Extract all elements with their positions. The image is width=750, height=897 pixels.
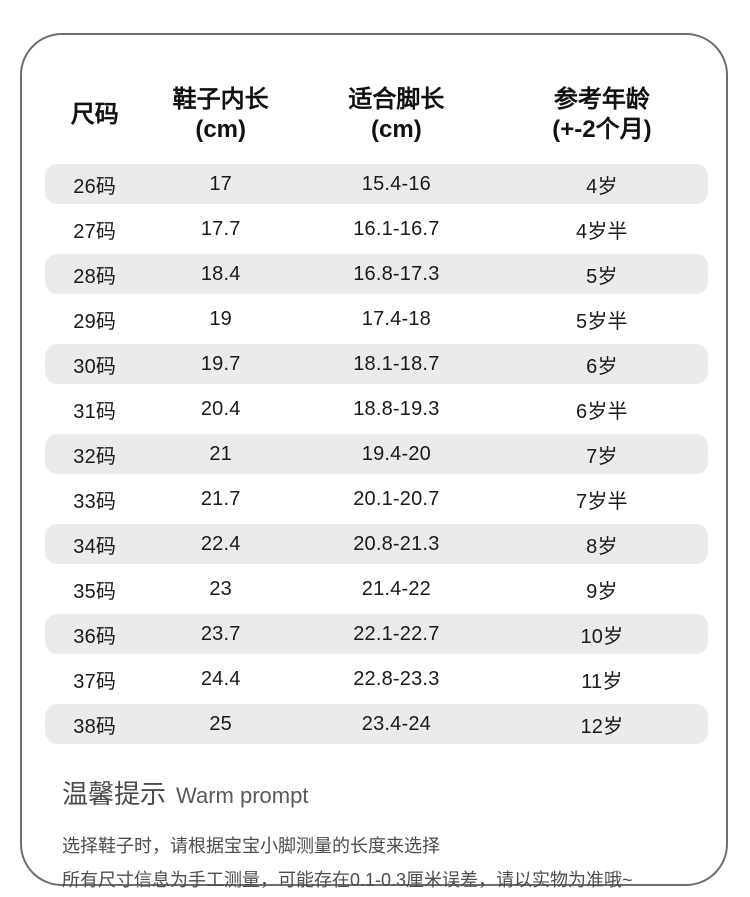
warm-prompt-title-zh: 温馨提示 xyxy=(62,779,167,809)
header-reference-age-column: 参考年龄 (+-2个月) xyxy=(496,85,708,145)
table-cell: 7岁半 xyxy=(576,490,628,513)
table-cell: 17.4-18 xyxy=(361,307,431,330)
table-cell: 33码 xyxy=(73,490,117,513)
table-row: 27码 17.7 16.1-16.7 4岁半 xyxy=(45,209,708,249)
table-cell: 6岁 xyxy=(586,355,618,378)
table-row: 28码 18.4 16.8-17.3 5岁 xyxy=(45,254,708,294)
table-cell: 9岁 xyxy=(586,580,618,603)
header-sublabel: (+-2个月) xyxy=(552,116,652,143)
table-row: 31码 20.4 18.8-19.3 6岁半 xyxy=(45,389,708,429)
warm-prompt-line-1: 选择鞋子时，请根据宝宝小脚测量的长度来选择 xyxy=(62,836,440,856)
table-cell: 22.4 xyxy=(200,532,241,555)
table-cell: 11岁 xyxy=(581,670,623,693)
table-cell: 10岁 xyxy=(580,625,624,648)
header-label: 鞋子内长 xyxy=(172,86,269,113)
table-cell: 32码 xyxy=(73,445,117,468)
table-cell: 15.4-16 xyxy=(361,172,431,195)
size-chart-card: 尺码 鞋子内长 (cm) 适合脚长 (cm) 参考年龄 (+-2个月) 26码 1… xyxy=(20,33,728,890)
table-cell: 30码 xyxy=(73,355,117,378)
table-cell: 26码 xyxy=(73,175,117,198)
table-cell: 5岁 xyxy=(586,265,618,288)
table-cell: 4岁半 xyxy=(576,220,628,243)
table-cell: 31码 xyxy=(73,400,117,423)
header-label: 参考年龄 xyxy=(553,86,650,113)
table-cell: 21.7 xyxy=(200,487,241,510)
table-cell: 35码 xyxy=(73,580,117,603)
table-row: 37码 24.4 22.8-23.3 11岁 xyxy=(45,659,708,699)
table-cell: 8岁 xyxy=(586,535,618,558)
table-row: 33码 21.7 20.1-20.7 7岁半 xyxy=(45,479,708,519)
table-cell: 38码 xyxy=(73,715,117,738)
table-cell: 34码 xyxy=(73,535,117,558)
table-row: 26码 17 15.4-16 4岁 xyxy=(45,164,708,204)
table-cell: 23.4-24 xyxy=(361,712,431,735)
table-cell: 21.4-22 xyxy=(361,577,431,600)
table-cell: 20.1-20.7 xyxy=(353,487,440,510)
table-row: 35码 23 21.4-22 9岁 xyxy=(45,569,708,609)
table-cell: 21 xyxy=(209,442,232,465)
table-cell: 27码 xyxy=(73,220,117,243)
table-cell: 29码 xyxy=(73,310,117,333)
table-cell: 18.1-18.7 xyxy=(353,352,440,375)
table-cell: 22.8-23.3 xyxy=(353,667,440,690)
table-cell: 20.8-21.3 xyxy=(353,532,440,555)
header-label: 适合脚长 xyxy=(348,86,445,113)
header-sublabel: (cm) xyxy=(195,116,247,143)
header-label: 尺码 xyxy=(70,101,119,128)
header-size-column: 尺码 xyxy=(45,100,144,130)
table-row: 36码 23.7 22.1-22.7 10岁 xyxy=(45,614,708,654)
table-cell: 36码 xyxy=(73,625,117,648)
table-cell: 4岁 xyxy=(586,175,618,198)
table-row: 29码 19 17.4-18 5岁半 xyxy=(45,299,708,339)
warm-prompt-section: 温馨提示 Warm prompt 选择鞋子时，请根据宝宝小脚测量的长度来选择 所… xyxy=(62,774,692,897)
table-cell: 25 xyxy=(209,712,232,735)
table-cell: 5岁半 xyxy=(576,310,628,333)
table-cell: 28码 xyxy=(73,265,117,288)
table-cell: 37码 xyxy=(73,670,117,693)
table-cell: 19.4-20 xyxy=(361,442,431,465)
table-cell: 16.8-17.3 xyxy=(353,262,440,285)
warm-prompt-title-en: Warm prompt xyxy=(176,783,309,808)
table-cell: 22.1-22.7 xyxy=(353,622,440,645)
table-cell: 18.4 xyxy=(200,262,241,285)
table-cell: 19.7 xyxy=(200,352,241,375)
table-cell: 17 xyxy=(209,172,232,195)
table-cell: 6岁半 xyxy=(576,400,628,423)
size-table-body: 26码 17 15.4-16 4岁 27码 17.7 16.1-16.7 4岁半 28码 18.4… xyxy=(45,164,708,744)
warm-prompt-line-2: 所有尺寸信息为手工测量，可能存在0.1-0.3厘米误差，请以实物为准哦~ xyxy=(62,870,633,890)
table-cell: 12岁 xyxy=(580,715,624,738)
table-cell: 17.7 xyxy=(200,217,241,240)
size-table-header: 尺码 鞋子内长 (cm) 适合脚长 (cm) 参考年龄 (+-2个月) xyxy=(45,69,708,161)
table-cell: 23 xyxy=(209,577,232,600)
header-sublabel: (cm) xyxy=(371,116,422,143)
table-row: 30码 19.7 18.1-18.7 6岁 xyxy=(45,344,708,384)
table-cell: 16.1-16.7 xyxy=(353,217,440,240)
header-inner-length-column: 鞋子内长 (cm) xyxy=(144,85,296,145)
table-cell: 24.4 xyxy=(200,667,241,690)
table-cell: 7岁 xyxy=(586,445,618,468)
table-cell: 19 xyxy=(209,307,232,330)
table-cell: 20.4 xyxy=(200,397,241,420)
table-row: 32码 21 19.4-20 7岁 xyxy=(45,434,708,474)
warm-prompt-title: 温馨提示 Warm prompt xyxy=(62,774,692,811)
table-cell: 23.7 xyxy=(200,622,241,645)
table-row: 34码 22.4 20.8-21.3 8岁 xyxy=(45,524,708,564)
header-foot-length-column: 适合脚长 (cm) xyxy=(297,85,496,145)
table-row: 38码 25 23.4-24 12岁 xyxy=(45,704,708,744)
table-cell: 18.8-19.3 xyxy=(353,397,440,420)
